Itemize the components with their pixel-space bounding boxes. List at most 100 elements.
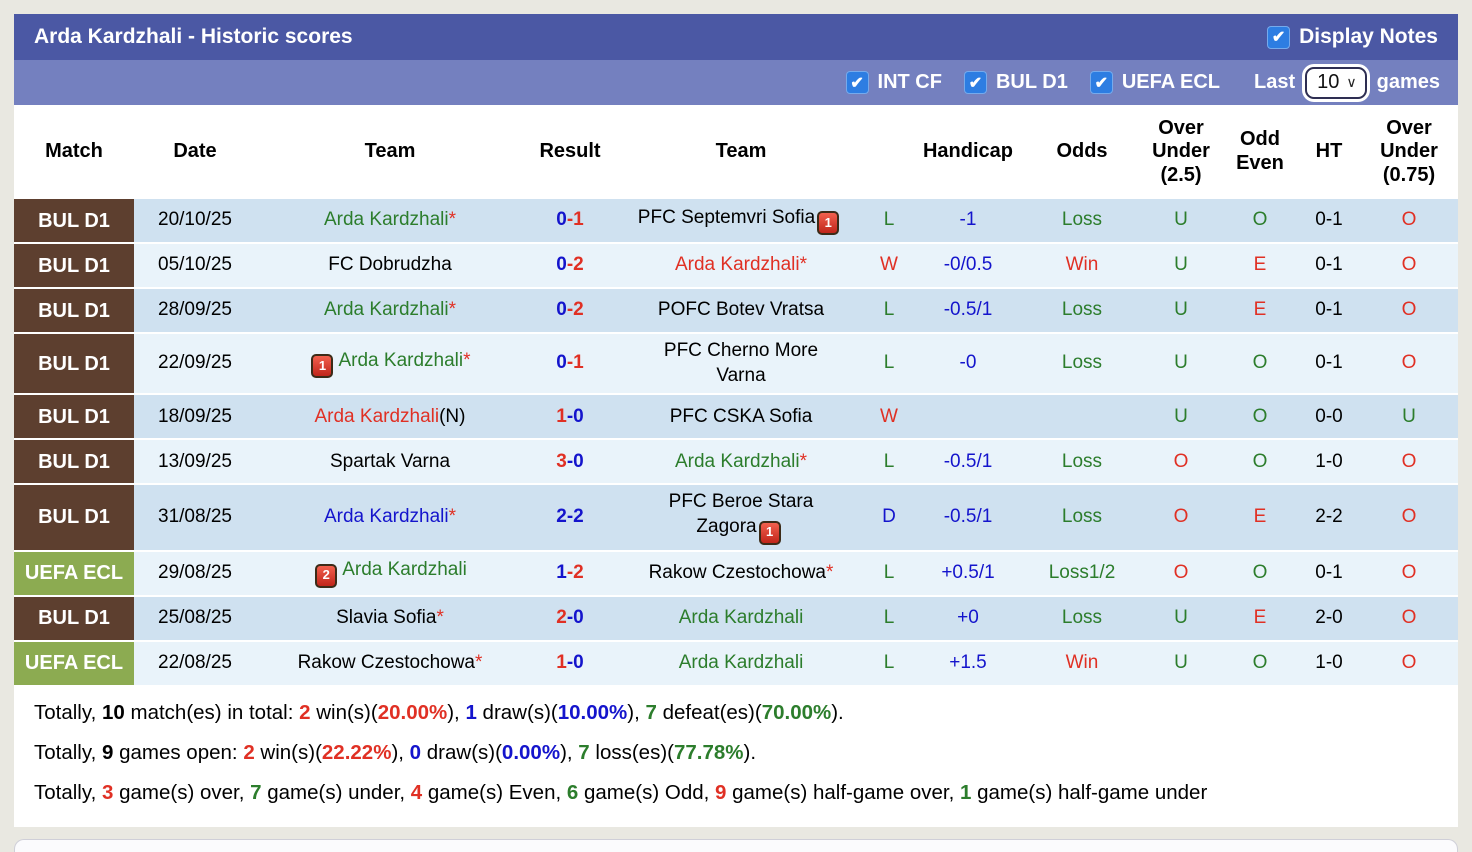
away-team-cell: PFC Beroe Stara Zagora 1 [616,485,866,550]
home-team-name[interactable]: Spartak Varna [329,450,451,472]
home-team-name[interactable]: Arda Kardzhali* [323,299,457,321]
away-team-name[interactable]: Arda Kardzhali* [674,450,808,472]
away-team-name[interactable]: PFC Beroe Stara Zagora [668,491,814,538]
away-team-cell: Arda Kardzhali [616,596,866,640]
summary-text: 6 [566,780,579,804]
filter-uefa-ecl[interactable]: ✔ UEFA ECL [1089,71,1220,94]
display-notes-toggle[interactable]: ✔ Display Notes [1267,25,1438,49]
summary-text: 22.22% [321,740,392,764]
score-dash: - [566,506,574,528]
filter-int-cf[interactable]: ✔ INT CF [845,71,942,94]
red-card-count: 1 [765,524,774,540]
result-letter: L [866,551,912,595]
league-badge: BUL D1 [14,395,134,439]
column-header-team: Team [256,107,524,197]
handicap-value: -0.5/1 [912,289,1024,332]
summary-text: 2 [243,740,255,764]
summary-text: defeat(es)( [656,700,762,724]
summary-text: 0 [409,740,422,764]
home-team-cell: Rakow Czestochowa* [256,641,524,685]
match-result: 1-0 [524,641,616,685]
away-team-name[interactable]: POFC Botev Vratsa [657,299,825,321]
match-date: 28/09/25 [134,289,256,332]
column-header-date: Date [134,107,256,197]
odd-even: O [1222,440,1298,484]
home-team-name[interactable]: Rakow Czestochowa* [297,651,483,673]
result-letter: L [866,596,912,640]
favorite-star: * [799,450,808,472]
match-result: 1-0 [524,395,616,439]
away-team-name[interactable]: Arda Kardzhali [678,651,804,673]
summary-text: 7 [578,740,590,764]
summary-text: ), [391,740,410,764]
over-under-25: U [1140,244,1222,287]
away-team-name[interactable]: Rakow Czestochowa* [648,561,834,583]
checkbox-checked-icon[interactable]: ✔ [1267,25,1291,49]
column-header-odd-even: Odd Even [1222,107,1298,197]
away-team-cell: POFC Botev Vratsa [616,289,866,332]
home-score: 1 [556,651,567,673]
summary-text: 10 [101,700,125,724]
over-under-25: U [1140,199,1222,242]
handicap-value: -0/0.5 [912,244,1024,287]
home-team-cell: FC Dobrudzha [256,244,524,287]
away-team-cell: Arda Kardzhali [616,641,866,685]
away-team-name[interactable]: Arda Kardzhali [678,606,804,628]
red-card-count: 1 [824,214,832,230]
column-header-over-under-2.5-: Over Under (2.5) [1140,107,1222,197]
summary-line-3: Totally, 3 game(s) over, 7 game(s) under… [34,773,1438,813]
red-card-count: 1 [318,357,327,373]
summary-text: 9 [715,780,727,804]
match-result: 3-0 [524,440,616,484]
home-team-cell: Arda Kardzhali* [256,485,524,550]
table-header-row: Match Date Team Result Team Handicap Odds Over … [14,107,1458,197]
summary-section: Totally, 10 match(es) in total: 2 win(s)… [14,686,1458,827]
away-team-name[interactable]: Arda Kardzhali* [674,254,808,276]
handicap-value: +0.5/1 [912,551,1024,595]
summary-text: 0.00% [501,740,561,764]
over-under-25: U [1140,334,1222,394]
away-team-name[interactable]: PFC Cherno More Varna [663,340,819,386]
match-row: BUL D1 25/08/25 Slavia Sofia* 2-0 Arda Kardz… [14,596,1458,640]
summary-text: Totally, [34,740,102,764]
column-header-team: Team [616,107,866,197]
checkbox-checked-icon[interactable]: ✔ [845,71,869,94]
checkbox-checked-icon[interactable]: ✔ [1089,71,1113,94]
home-team-name[interactable]: Slavia Sofia* [336,606,444,628]
odds-result: Loss [1024,334,1140,394]
result-letter: L [866,289,912,332]
filter-bul-d1[interactable]: ✔ BUL D1 [963,71,1068,94]
red-card-icon: 1 [758,520,781,545]
result-letter: L [866,199,912,242]
away-team-name[interactable]: PFC Septemvri Sofia [637,206,816,228]
home-team-name[interactable]: Arda Kardzhali* [323,506,457,528]
summary-text: game(s) Odd, [578,780,716,804]
home-team-name[interactable]: Arda Kardzhali [342,559,467,581]
over-under-075: O [1360,551,1458,595]
home-team-name[interactable]: Arda Kardzhali* [323,209,457,231]
summary-text: game(s) Even, [422,780,567,804]
last-games-select[interactable]: 10 ∨ [1305,66,1367,99]
odds-result: Loss [1024,199,1140,242]
last-games-group: Last 10 ∨ games [1254,66,1440,99]
home-score: 2 [556,606,567,628]
scores-table-wrap: Match Date Team Result Team Handicap Odds Over … [14,105,1458,687]
checkbox-checked-icon[interactable]: ✔ [963,71,987,94]
league-badge: BUL D1 [14,199,134,242]
league-badge: BUL D1 [14,289,134,332]
favorite-star: * [436,606,444,628]
home-team-cell: 1 Arda Kardzhali* [256,334,524,394]
home-team-name[interactable]: Arda Kardzhali* [338,349,471,371]
summary-text: game(s) half-game over, [726,780,960,804]
away-score: 0 [573,405,584,427]
summary-line-1: Totally, 10 match(es) in total: 2 win(s)… [34,693,1438,733]
away-score: 0 [573,651,584,673]
home-score: 0 [556,254,567,276]
away-team-name[interactable]: PFC CSKA Sofia [669,405,813,427]
home-team-name[interactable]: Arda Kardzhali(N) [314,405,466,427]
summary-text: loss(es)( [589,740,674,764]
away-team-cell: PFC Cherno More Varna [616,334,866,394]
over-under-25: U [1140,395,1222,439]
home-team-name[interactable]: FC Dobrudzha [328,254,452,276]
score-dash: - [566,254,574,276]
